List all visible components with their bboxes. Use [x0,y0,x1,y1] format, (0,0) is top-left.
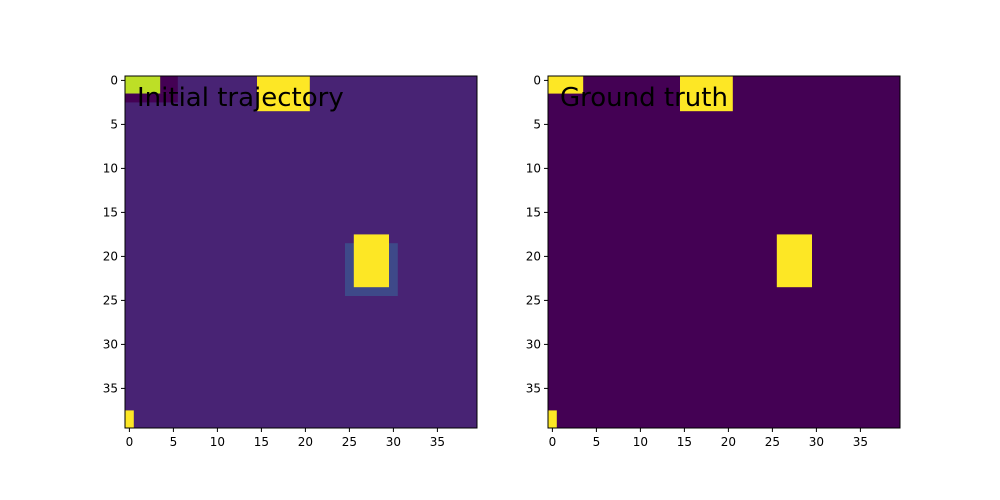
y-tick-label: 10 [526,161,541,175]
heatmap-cell-region [353,234,389,288]
heatmap-cell-region [257,76,310,112]
y-tick-label: 5 [533,117,541,131]
y-tick-label: 0 [533,73,541,87]
x-tick-label: 35 [430,435,445,449]
x-tick-label: 30 [809,435,824,449]
x-tick-label: 0 [126,435,134,449]
y-tick-label: 30 [103,337,118,351]
heatmap-background [548,76,900,428]
axes-frame [547,75,901,429]
heatmap-cell-region [160,76,178,94]
heatmap-cell-region [548,76,584,94]
heatmap-cell-region [776,234,812,288]
y-tick-label: 25 [103,293,118,307]
y-tick-label: 15 [526,205,541,219]
panel-initial-trajectory: 0 5 10 15 20 25 30 35 0 5 10 15 20 25 30 35 Initial tra… [103,73,478,449]
x-tick-label: 25 [765,435,780,449]
y-tick-label: 35 [526,381,541,395]
x-tick-label: 15 [677,435,692,449]
y-tick-label: 5 [110,117,118,131]
heatmap-cell-region [680,76,733,112]
heatmap-cell-region [125,93,178,103]
y-tick-label: 25 [526,293,541,307]
heatmap-cell-region [125,410,134,428]
x-tick-label: 30 [386,435,401,449]
y-tick-label: 15 [103,205,118,219]
x-tick-label: 0 [549,435,557,449]
heatmap-cell-region [125,76,169,94]
panel-title-ground-truth: Ground truth [560,83,728,113]
x-tick-label: 25 [342,435,357,449]
x-tick-label: 10 [210,435,225,449]
heatmap-cell-region [548,410,557,428]
y-tick-label: 0 [110,73,118,87]
y-tick-label: 30 [526,337,541,351]
x-tick-label: 20 [298,435,313,449]
axes-frame [124,75,478,429]
x-tick-label: 35 [853,435,868,449]
panel-ground-truth: 0 5 10 15 20 25 30 35 0 5 10 15 20 25 30 35 Ground trut… [526,73,901,449]
x-tick-label: 20 [721,435,736,449]
x-tick-label: 10 [633,435,648,449]
x-tick-label: 15 [254,435,269,449]
x-tick-label: 5 [593,435,601,449]
x-tick-label: 5 [170,435,178,449]
y-tick-label: 10 [103,161,118,175]
heatmap-background [125,76,477,428]
y-tick-label: 20 [103,249,118,263]
y-tick-label: 20 [526,249,541,263]
y-tick-label: 35 [103,381,118,395]
panel-title-initial-trajectory: Initial trajectory [137,83,344,113]
